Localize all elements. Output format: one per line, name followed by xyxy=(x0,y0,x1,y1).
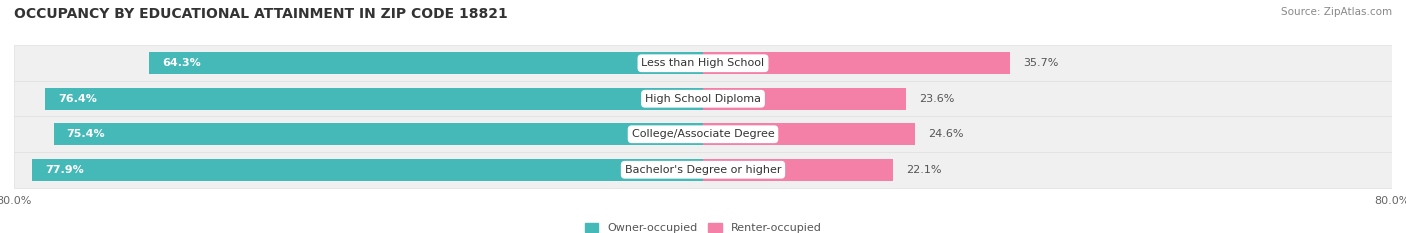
Bar xyxy=(703,88,907,110)
Bar xyxy=(53,123,703,145)
Bar xyxy=(32,159,703,181)
Text: 75.4%: 75.4% xyxy=(66,129,105,139)
Text: High School Diploma: High School Diploma xyxy=(645,94,761,104)
Bar xyxy=(14,152,1392,188)
Text: College/Associate Degree: College/Associate Degree xyxy=(631,129,775,139)
Bar xyxy=(45,88,703,110)
Bar xyxy=(149,52,703,74)
Bar xyxy=(703,123,915,145)
Text: 23.6%: 23.6% xyxy=(920,94,955,104)
Bar xyxy=(14,81,1392,116)
Text: 22.1%: 22.1% xyxy=(907,165,942,175)
Legend: Owner-occupied, Renter-occupied: Owner-occupied, Renter-occupied xyxy=(581,218,825,233)
Text: 24.6%: 24.6% xyxy=(928,129,963,139)
Bar xyxy=(703,159,893,181)
Text: Less than High School: Less than High School xyxy=(641,58,765,68)
Bar xyxy=(14,116,1392,152)
Bar xyxy=(14,45,1392,81)
Text: 64.3%: 64.3% xyxy=(162,58,201,68)
Text: 35.7%: 35.7% xyxy=(1024,58,1059,68)
Text: OCCUPANCY BY EDUCATIONAL ATTAINMENT IN ZIP CODE 18821: OCCUPANCY BY EDUCATIONAL ATTAINMENT IN Z… xyxy=(14,7,508,21)
Bar xyxy=(703,52,1011,74)
Text: Bachelor's Degree or higher: Bachelor's Degree or higher xyxy=(624,165,782,175)
Text: Source: ZipAtlas.com: Source: ZipAtlas.com xyxy=(1281,7,1392,17)
Text: 77.9%: 77.9% xyxy=(45,165,84,175)
Text: 76.4%: 76.4% xyxy=(58,94,97,104)
